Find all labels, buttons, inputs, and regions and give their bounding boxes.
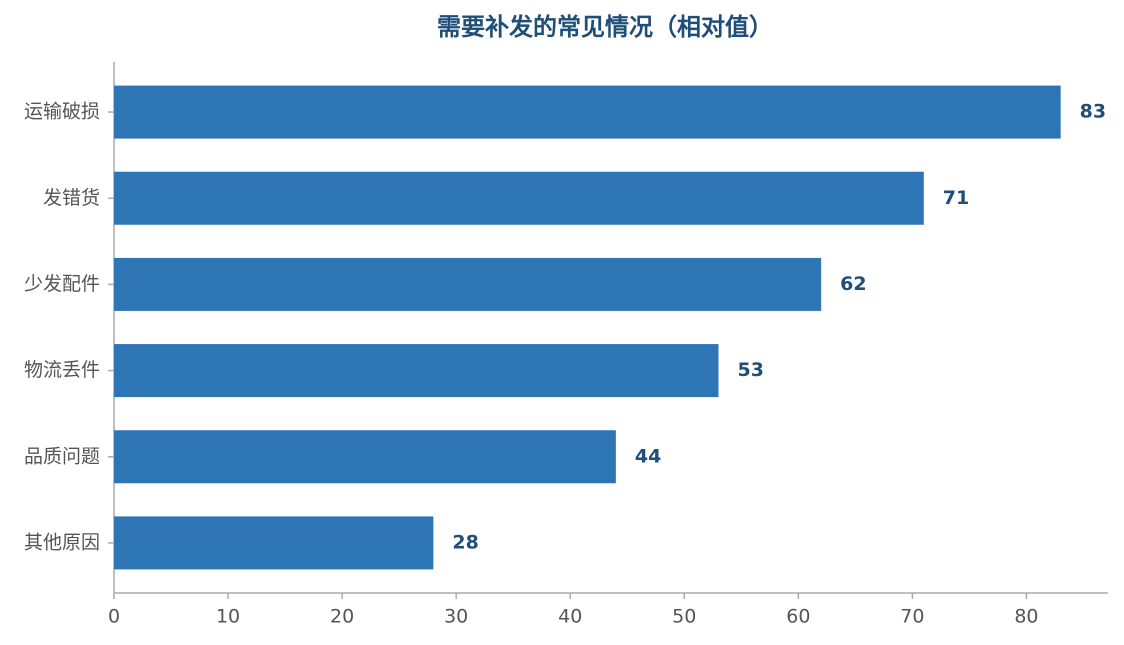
y-tick-label: 品质问题 (24, 445, 100, 467)
bar (114, 257, 822, 311)
value-label: 28 (452, 531, 478, 553)
value-label: 62 (840, 273, 866, 295)
value-label: 83 (1080, 101, 1106, 123)
y-tick-label: 其他原因 (24, 531, 100, 553)
bar (114, 516, 434, 570)
x-tick-label: 80 (1014, 606, 1038, 628)
x-tick-label: 0 (108, 606, 120, 628)
y-tick-label: 运输破损 (24, 101, 100, 123)
y-tick-label: 少发配件 (24, 273, 100, 295)
x-tick-label: 70 (900, 606, 924, 628)
y-tick-label: 物流丢件 (24, 359, 100, 381)
x-tick-label: 40 (558, 606, 582, 628)
bar (114, 430, 616, 484)
value-label: 44 (635, 445, 661, 467)
chart-title: 需要补发的常见情况（相对值） (437, 13, 773, 41)
x-tick-label: 20 (330, 606, 354, 628)
bar (114, 344, 719, 398)
y-tick-label: 发错货 (43, 187, 100, 209)
value-label: 71 (943, 187, 969, 209)
bar (114, 171, 924, 225)
x-tick-label: 50 (672, 606, 696, 628)
x-tick-label: 30 (444, 606, 468, 628)
x-tick-label: 10 (216, 606, 240, 628)
x-tick-label: 60 (786, 606, 810, 628)
value-label: 53 (737, 359, 763, 381)
bar (114, 85, 1061, 139)
